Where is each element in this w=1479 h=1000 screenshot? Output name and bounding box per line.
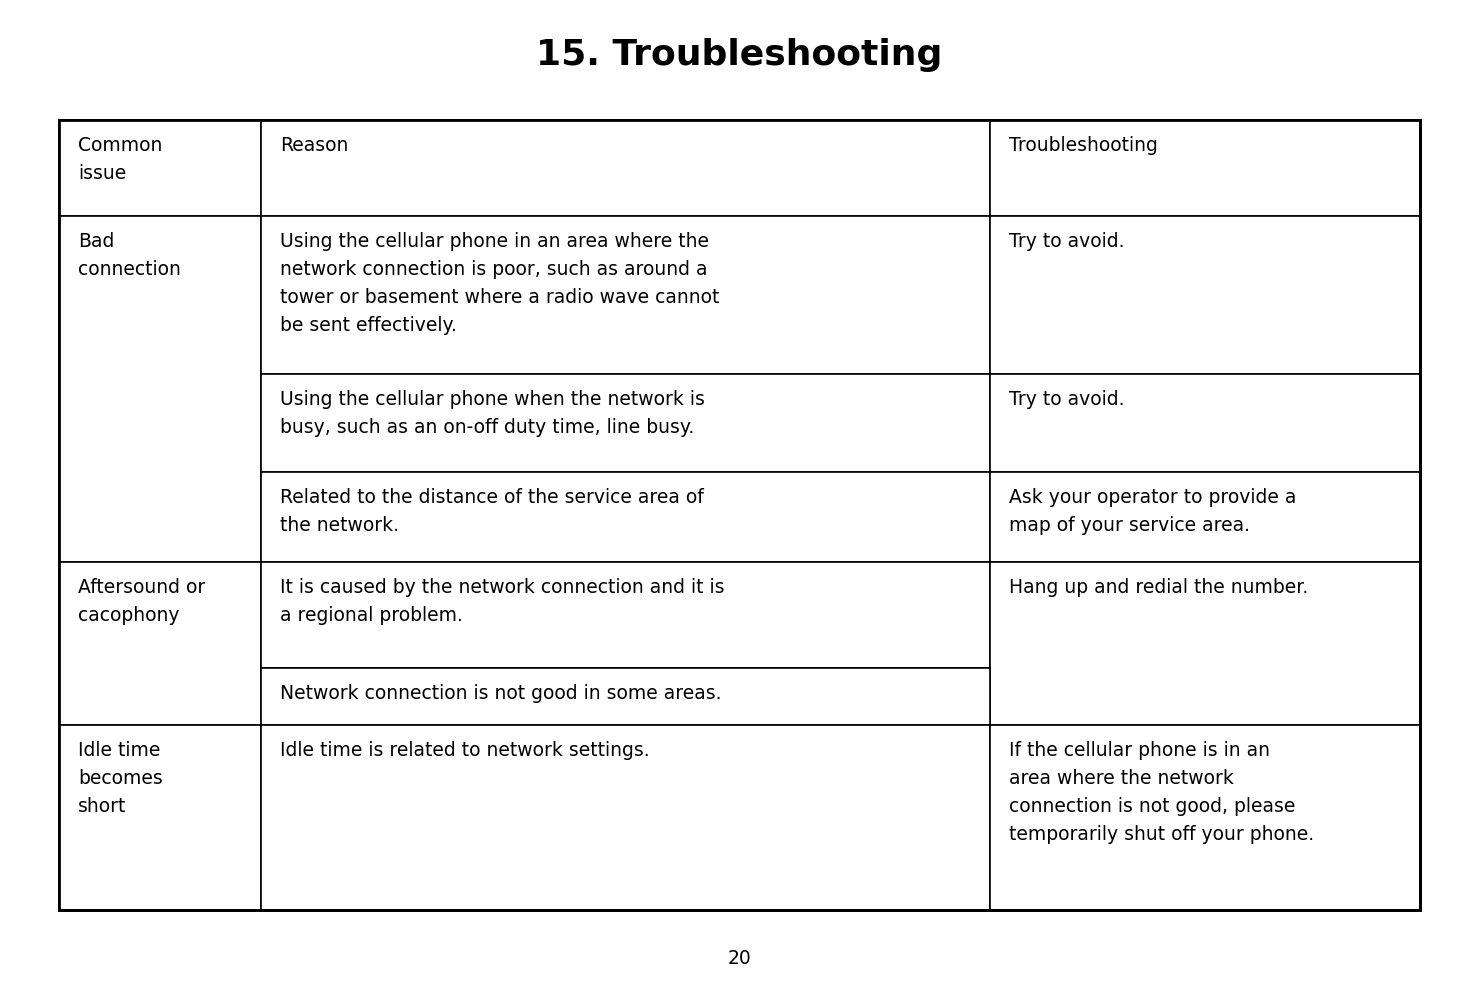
Bar [59,725,260,910]
Bar [260,472,989,562]
Text: Ask your operator to provide a
map of your service area.: Ask your operator to provide a map of yo… [1009,488,1297,535]
Bar [260,120,989,216]
Text: Aftersound or
cacophony: Aftersound or cacophony [78,578,206,625]
Bar [59,562,260,725]
Bar [59,120,260,216]
Bar [59,120,1420,910]
Bar [260,562,989,668]
Bar [260,725,989,910]
Text: Using the cellular phone in an area where the
network connection is poor, such a: Using the cellular phone in an area wher… [280,232,719,335]
Bar [989,374,1420,472]
Text: Try to avoid.: Try to avoid. [1009,232,1124,251]
Text: If the cellular phone is in an
area where the network
connection is not good, pl: If the cellular phone is in an area wher… [1009,741,1315,844]
Bar [59,216,260,562]
Text: Try to avoid.: Try to avoid. [1009,390,1124,409]
Text: 15. Troubleshooting: 15. Troubleshooting [537,38,942,72]
Bar [989,725,1420,910]
Text: 20: 20 [728,948,751,968]
Bar [260,216,989,374]
Text: Troubleshooting: Troubleshooting [1009,136,1158,155]
Bar [260,374,989,472]
Bar [989,120,1420,216]
Text: Related to the distance of the service area of
the network.: Related to the distance of the service a… [280,488,704,535]
Text: Hang up and redial the number.: Hang up and redial the number. [1009,578,1309,597]
Text: Common
issue: Common issue [78,136,163,183]
Bar [989,216,1420,374]
Text: Idle time
becomes
short: Idle time becomes short [78,741,163,816]
Text: Bad
connection: Bad connection [78,232,182,279]
Text: Idle time is related to network settings.: Idle time is related to network settings… [280,741,649,760]
Text: It is caused by the network connection and it is
a regional problem.: It is caused by the network connection a… [280,578,725,625]
Bar [59,120,1420,910]
Text: Using the cellular phone when the network is
busy, such as an on-off duty time, : Using the cellular phone when the networ… [280,390,704,437]
Bar [989,562,1420,725]
Text: Network connection is not good in some areas.: Network connection is not good in some a… [280,684,722,703]
Bar [260,668,989,725]
Bar [989,472,1420,562]
Text: Reason: Reason [280,136,348,155]
